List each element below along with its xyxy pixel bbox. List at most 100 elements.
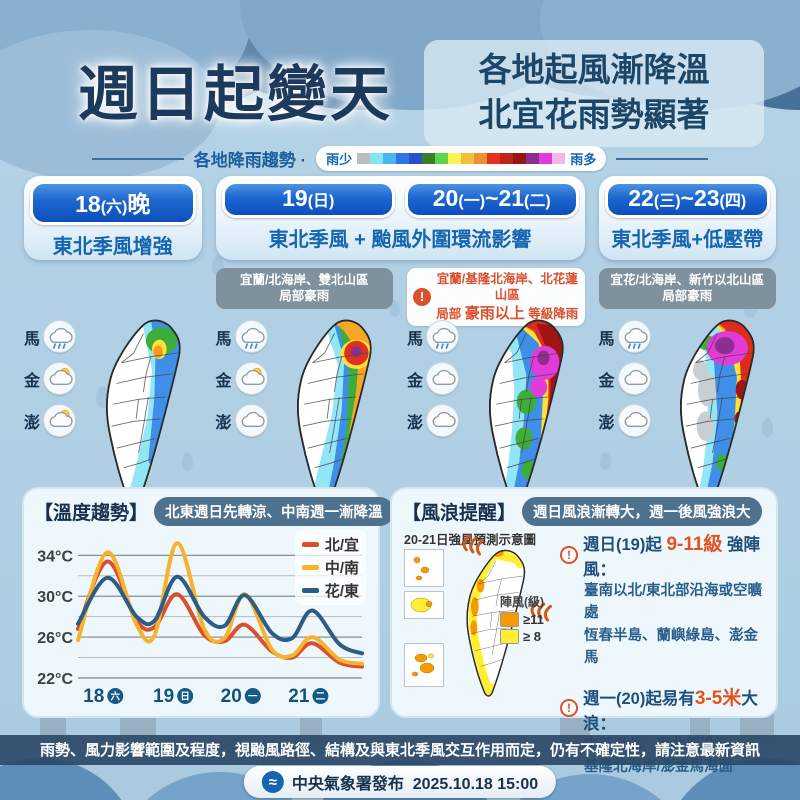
island-weather-馬: 馬 (216, 320, 268, 353)
partly-icon (43, 362, 77, 395)
rain-icon (426, 320, 460, 353)
source-pill: ≈ 中央氣象署發布 2025.10.18 15:00 (243, 766, 557, 798)
rain-warning-text: 宜蘭/基隆北海岸、北花蓮山區 局部 豪雨以上 等級降雨 (436, 272, 579, 322)
forecast-card-22-23: 22(三)~23(四) 東北季風+低壓帶 (598, 176, 776, 260)
rain-map-18: 馬金澎 (24, 312, 202, 524)
rain-warning-20-21: ! 宜蘭/基隆北海岸、北花蓮山區 局部 豪雨以上 等級降雨 (407, 268, 585, 326)
wind-panel-title: 【風浪提醒】 (402, 503, 517, 524)
rain-more-label: 雨多 (570, 152, 597, 167)
svg-text:21: 21 (288, 686, 310, 707)
page-title: 週日起變天 (78, 61, 393, 128)
rain-scale-segment (383, 153, 397, 164)
wind-gust-icon (462, 534, 484, 556)
rain-scale-segment (474, 153, 488, 164)
island-weather-馬: 馬 (599, 320, 651, 353)
rain-icon (43, 320, 77, 353)
rain-scale-segment (461, 153, 475, 164)
exclamation-icon: ! (413, 288, 431, 306)
svg-text:一: 一 (248, 692, 258, 703)
cloudy-icon (426, 362, 460, 395)
cloudy-icon (426, 404, 460, 437)
rain-note-22-23-line2: 局部豪雨 (662, 289, 713, 304)
island-weather-澎: 澎 (599, 404, 651, 437)
rain-scale-segment (357, 153, 371, 164)
rain-scale-segment (370, 153, 384, 164)
forecast-desc-22-23: 東北季風+低壓帶 (611, 229, 764, 251)
wind-warning-1: ! 週日(19)起 9-11級 強陣風： 臺南以北/東北部沿海或空曠處 恆春半島… (560, 529, 766, 670)
temperature-panel: 【溫度趨勢】 北東週日先轉涼、中南週一漸降溫 22°C 26°C 30°C 34°C 1… (22, 487, 394, 718)
offshore-island-icons: 馬金澎 (216, 320, 268, 437)
divider-line (616, 157, 709, 160)
offshore-island-icons: 馬金澎 (24, 320, 77, 437)
gust-ge11-swatch (500, 612, 519, 627)
temperature-panel-title: 【溫度趨勢】 (34, 503, 149, 524)
forecast-desc-18: 東北季風增強 (52, 236, 173, 258)
legend-item-北/宜: 北/宜 (301, 534, 359, 555)
gust-ge8-swatch (500, 629, 519, 644)
rain-scale-segment (526, 153, 540, 164)
island-weather-金: 金 (599, 362, 651, 395)
rain-scale-segment (435, 153, 449, 164)
rain-map-22-23: 馬金澎 (599, 312, 777, 524)
island-inset-map (404, 549, 444, 587)
rain-less-label: 雨少 (326, 152, 353, 167)
rain-color-scale (357, 153, 566, 164)
rain-scale-segment (539, 153, 553, 164)
svg-text:六: 六 (111, 691, 121, 703)
wind-wave-panel: 【風浪提醒】 週日風浪漸轉大，週一後風強浪大 20-21日強風預測示意圖 陣風(… (390, 487, 778, 775)
rain-note-22-23: 宜花/北海岸、新竹以北山區 局部豪雨 (598, 268, 776, 309)
rain-scale-segment (513, 153, 527, 164)
date-pill-19: 19(日) (221, 181, 395, 218)
gust-ge8-label: ≥ 8 (523, 629, 541, 644)
svg-text:日: 日 (180, 692, 190, 703)
wind-map (402, 534, 552, 712)
rain-scale-segment (396, 153, 410, 164)
cloudy-icon (234, 404, 268, 437)
gust-ge11-label: ≥11 (523, 612, 544, 627)
rain-note-19-line2: 局部豪雨 (279, 289, 330, 304)
rain-scale-segment (409, 153, 423, 164)
svg-text:18: 18 (83, 686, 104, 707)
date-pill-22-23: 22(三)~23(四) (604, 181, 770, 218)
cloudy-icon (617, 404, 651, 437)
wind-gust-legend: 陣風(級) ≥11 ≥ 8 (500, 593, 544, 646)
offshore-island-icons: 馬金澎 (599, 320, 651, 437)
rain-note-19-line1: 宜蘭/北海岸、雙北山區 (240, 273, 369, 287)
rain-scale-label: 各地降雨趨勢 · (193, 151, 307, 170)
rain-scale-segment (422, 153, 436, 164)
warning-circle-icon: ! (560, 545, 578, 564)
island-weather-澎: 澎 (216, 404, 268, 437)
legend-item-花/東: 花/東 (301, 580, 359, 601)
cwa-logo-icon: ≈ (261, 771, 284, 793)
svg-text:20: 20 (221, 686, 242, 707)
island-weather-澎: 澎 (407, 404, 460, 437)
subtitle-line-1: 各地起風漸降溫 (478, 51, 710, 88)
rain-scale-legend: 雨少 雨多 (316, 146, 607, 171)
partly-icon (43, 404, 77, 437)
warning-circle-icon: ! (560, 699, 578, 718)
temperature-chart-legend: 北/宜 中/南 花/東 (294, 530, 366, 605)
svg-text:二: 二 (316, 692, 326, 703)
forecast-desc-19-21: 東北季風 + 颱風外圍環流影響 (268, 229, 532, 251)
rain-scale-segment (552, 153, 566, 164)
island-weather-金: 金 (407, 362, 460, 395)
subtitle-box: 各地起風漸降溫 北宜花雨勢顯著 (424, 40, 764, 148)
wind-map-caption: 20-21日強風預測示意圖 (404, 533, 536, 547)
partly-icon (234, 362, 268, 395)
rain-icon (617, 320, 651, 353)
island-weather-馬: 馬 (407, 320, 460, 353)
divider-line (91, 157, 184, 160)
offshore-island-icons: 馬金澎 (407, 320, 460, 437)
rain-scale-segment (487, 153, 501, 164)
rain-scale-segment (500, 153, 514, 164)
rain-scale-segment (448, 153, 462, 164)
legend-item-中/南: 中/南 (301, 557, 359, 578)
island-weather-金: 金 (24, 362, 77, 395)
wind-panel-pill: 週日風浪漸轉大，週一後風強浪大 (522, 497, 762, 526)
subtitle-line-2: 北宜花雨勢顯著 (478, 95, 710, 133)
disclaimer-bar: 雨勢、風力影響範圍及程度，視颱風路徑、結構及與東北季風交互作用而定，仍有不確定性… (0, 735, 800, 765)
cloudy-icon (617, 362, 651, 395)
forecast-card-18: 18(六)晚 東北季風增強 (24, 176, 202, 260)
warning1-line2: 恆春半島、蘭嶼綠島、澎金馬 (584, 627, 758, 667)
